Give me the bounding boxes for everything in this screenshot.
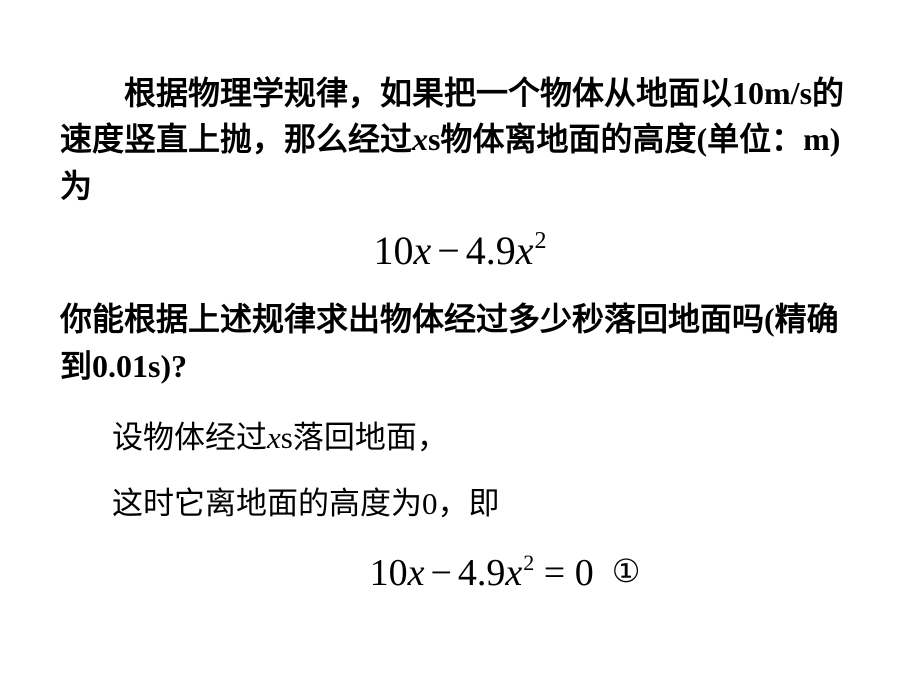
variable-x: x: [412, 121, 428, 157]
text-segment: 落回地面，: [293, 420, 448, 455]
variable-x: x: [408, 552, 425, 594]
zero: 0: [575, 552, 594, 594]
exponent-2: 2: [523, 550, 534, 575]
variable-x: x: [516, 228, 534, 273]
variable-x: x: [267, 420, 281, 455]
unit-m: m): [803, 121, 840, 157]
document-page: 根据物理学规律，如果把一个物体从地面以10m/s的速度竖直上抛，那么经过xs物体…: [0, 0, 920, 690]
question-paragraph: 你能根据上述规律求出物体经过多少秒落回地面吗(精确到0.01s)?: [60, 296, 860, 389]
coeff-10: 10: [370, 552, 408, 594]
unit-s: s: [428, 121, 440, 157]
equation-label-1: ①: [612, 553, 641, 589]
minus-sign: −: [424, 552, 457, 594]
coeff-4.9: 4.9: [466, 228, 516, 273]
coeff-10: 10: [373, 228, 413, 273]
text-segment: 设物体经过: [112, 420, 267, 455]
text-segment: 为: [60, 168, 92, 204]
variable-x: x: [505, 552, 522, 594]
height-formula: 10x−4.9x2: [60, 227, 860, 274]
text-segment: 根据物理学规律，如果把一个物体从地面以: [124, 75, 732, 111]
text-segment: 这时它离地面的高度为0，即: [112, 486, 500, 521]
minus-sign: −: [431, 228, 466, 273]
variable-x: x: [413, 228, 431, 273]
unit-s: s: [281, 420, 293, 455]
coeff-4.9: 4.9: [458, 552, 506, 594]
text-segment: 物体离地面的高度(单位：: [440, 121, 803, 157]
equals-sign: =: [544, 552, 565, 594]
solution-line-2: 这时它离地面的高度为0，即: [112, 481, 860, 528]
solution-line-1: 设物体经过xs落回地面，: [112, 415, 860, 462]
precision-value: 0.01s)?: [92, 348, 187, 384]
problem-paragraph-1: 根据物理学规律，如果把一个物体从地面以10m/s的速度竖直上抛，那么经过xs物体…: [60, 70, 860, 209]
exponent-2: 2: [535, 228, 547, 254]
speed-value: 10m/s: [732, 75, 812, 111]
equation-1: 10x−4.9x2 = 0 ①: [60, 548, 860, 595]
